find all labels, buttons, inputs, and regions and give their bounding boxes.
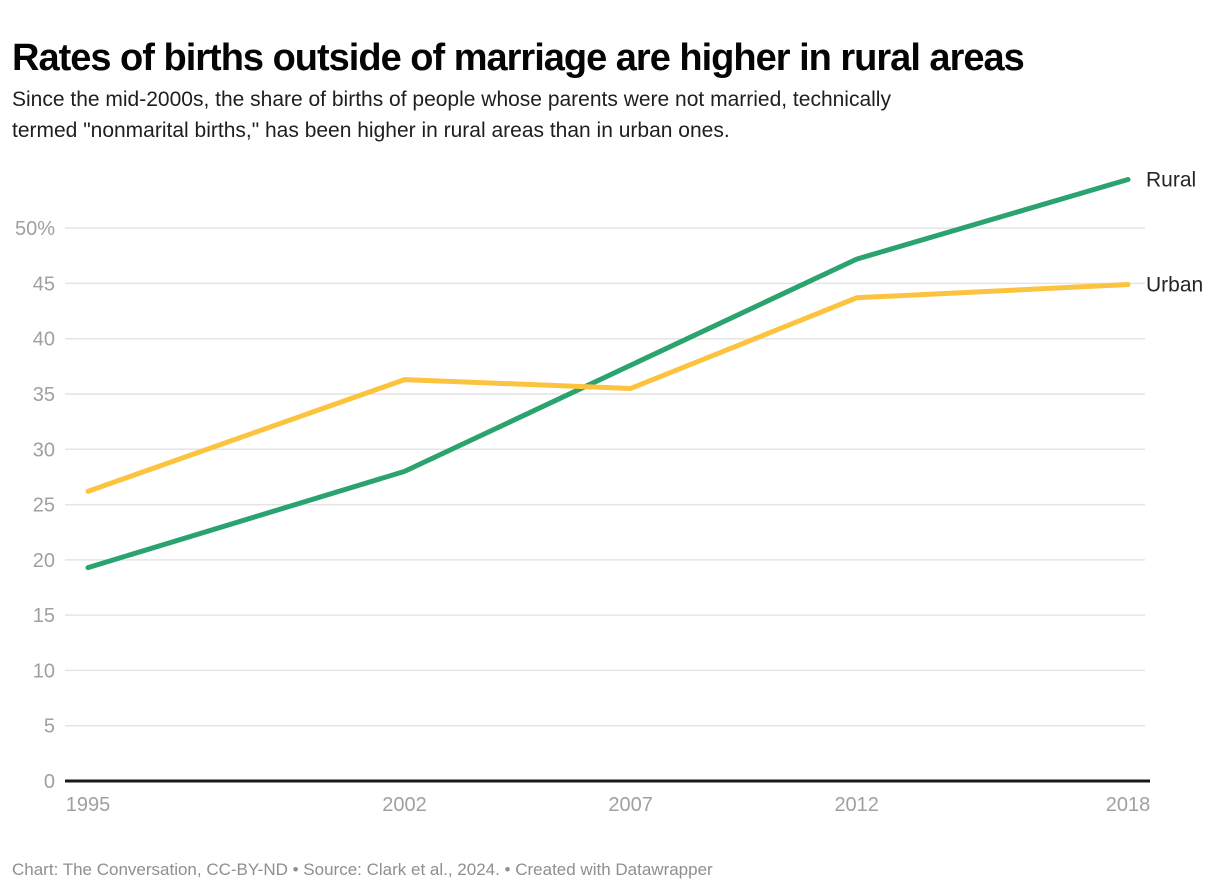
y-tick-label: 5 <box>44 716 55 738</box>
series-label-urban: Urban <box>1146 274 1203 297</box>
x-tick-label: 1995 <box>66 794 111 816</box>
x-tick-label: 2002 <box>382 794 427 816</box>
x-tick-label: 2018 <box>1106 794 1151 816</box>
rural-line <box>85 176 1131 571</box>
y-tick-label: 20 <box>33 550 55 572</box>
y-tick-label: 25 <box>33 495 55 517</box>
chart-subtitle-line-2: termed "nonmarital births," has been hig… <box>12 119 730 142</box>
y-tick-label: 10 <box>33 660 55 682</box>
x-tick-label: 2007 <box>608 794 653 816</box>
y-tick-label: 15 <box>33 605 55 627</box>
chart-subtitle: Since the mid-2000s, the share of births… <box>12 84 1212 146</box>
y-tick-label: 0 <box>44 771 55 793</box>
series-label-rural: Rural <box>1146 168 1196 191</box>
chart-footer-credit: Chart: The Conversation, CC-BY-ND • Sour… <box>12 860 713 879</box>
chart-title: Rates of births outside of marriage are … <box>12 37 1025 80</box>
chart-subtitle-line-1: Since the mid-2000s, the share of births… <box>12 88 891 111</box>
y-tick-label: 35 <box>33 384 55 406</box>
y-tick-label: 40 <box>33 329 55 351</box>
y-tick-label: 50% <box>15 218 55 240</box>
y-tick-label: 30 <box>33 439 55 461</box>
x-tick-label: 2012 <box>834 794 879 816</box>
urban-line <box>85 282 1131 494</box>
y-tick-label: 45 <box>33 273 55 295</box>
